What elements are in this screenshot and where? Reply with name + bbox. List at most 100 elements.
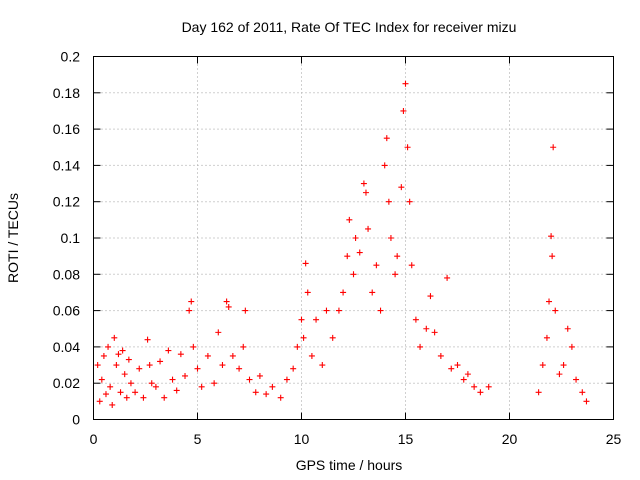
y-tick-label: 0.02 [53,375,80,391]
data-point [402,80,409,87]
y-tick-labels: 0 0.02 0.04 0.06 0.08 0.1 0.12 0.14 0.16 0.18 0.2 [53,49,80,428]
data-point [556,371,563,378]
y-tick-label: 0.14 [53,157,80,173]
x-axis-label: GPS time / hours [296,457,403,473]
y-tick-label: 0 [72,412,80,428]
data-point [177,351,184,358]
data-point [119,347,126,354]
data-point [117,389,124,396]
data-point [169,376,176,383]
y-axis-label: ROTI / TECUs [5,193,21,283]
data-point [356,249,363,256]
data-point [182,372,189,379]
data-point [329,334,336,341]
data-point [346,216,353,223]
data-point [398,184,405,191]
data-point [113,362,120,369]
data-point [394,253,401,260]
data-point [100,352,107,359]
data-point [269,383,276,390]
x-tick-label: 15 [398,431,414,447]
data-point [308,352,315,359]
data-point [283,376,290,383]
data-point [219,362,226,369]
data-point [290,365,297,372]
data-point [173,387,180,394]
data-point [344,253,351,260]
data-point [381,162,388,169]
data-point [464,371,471,378]
data-point [550,144,557,151]
data-point [319,362,326,369]
data-point [225,303,232,310]
chart-title: Day 162 of 2011, Rate Of TEC Index for r… [182,19,517,35]
data-point [460,376,467,383]
data-point [204,352,211,359]
x-tick-label: 25 [606,431,622,447]
data-point [365,225,372,232]
data-point [408,262,415,269]
data-point [144,336,151,343]
data-point [190,343,197,350]
data-point [94,362,101,369]
y-tick-label: 0.08 [53,266,80,282]
data-point [564,325,571,332]
data-point [302,260,309,267]
data-point [111,334,118,341]
data-point [146,362,153,369]
data-point [404,144,411,151]
data-point [400,107,407,114]
data-point [277,394,284,401]
data-point [444,274,451,281]
data-point [98,376,105,383]
x-tick-label: 10 [294,431,310,447]
data-point [477,389,484,396]
data-point [240,343,247,350]
y-tick-label: 0.2 [61,49,81,65]
data-point [535,389,542,396]
data-point [152,383,159,390]
x-tick-labels: 0 5 10 15 20 25 [90,431,622,447]
data-point [417,343,424,350]
data-point [387,235,394,241]
data-point [304,289,311,296]
data-point [352,235,359,241]
data-point [431,329,438,336]
data-point [211,380,218,387]
data-point [385,198,392,205]
data-point [583,398,590,405]
data-point [298,316,305,323]
y-tick-label: 0.16 [53,121,80,137]
data-point [242,307,249,314]
data-point [194,365,201,372]
data-point [448,365,455,372]
data-point [412,316,419,323]
data-point [105,343,112,350]
data-point [140,394,147,401]
data-point [123,394,130,401]
data-point [350,271,357,278]
data-point [573,376,580,383]
data-point [560,362,567,369]
data-point [157,358,164,365]
data-point [263,391,270,398]
data-point [223,298,230,305]
data-point [340,289,347,296]
data-point [198,383,205,390]
data-point [568,343,575,350]
x-tick-label: 5 [194,431,202,447]
data-point [335,307,342,314]
data-point [373,262,380,269]
data-point [294,343,301,350]
data-point [256,372,263,379]
data-point [362,189,369,196]
x-tick-label: 20 [502,431,518,447]
data-point [437,352,444,359]
data-point [125,356,132,363]
data-point [236,365,243,372]
data-point [552,307,559,314]
data-point [548,233,555,240]
data-point [229,352,236,359]
y-tick-label: 0.04 [53,339,80,355]
data-point [369,289,376,296]
